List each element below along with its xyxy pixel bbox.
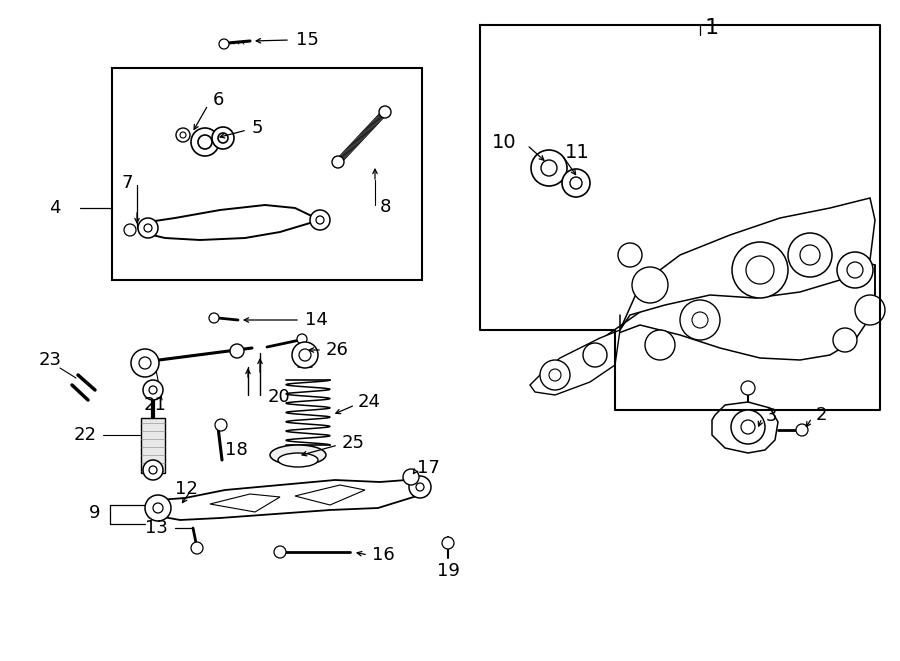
Circle shape [139, 357, 151, 369]
Circle shape [632, 267, 668, 303]
Circle shape [143, 380, 163, 400]
Text: 16: 16 [372, 546, 395, 564]
Circle shape [316, 216, 324, 224]
Polygon shape [530, 330, 620, 395]
Bar [112, 68, 422, 280]
Circle shape [144, 224, 152, 232]
Text: 24: 24 [358, 393, 381, 411]
Circle shape [138, 218, 158, 238]
Circle shape [732, 242, 788, 298]
Text: 5: 5 [252, 119, 264, 137]
Circle shape [310, 210, 330, 230]
Text: 12: 12 [175, 480, 197, 498]
Circle shape [583, 343, 607, 367]
Circle shape [562, 169, 590, 197]
Polygon shape [295, 485, 365, 505]
Circle shape [416, 483, 424, 491]
Circle shape [833, 328, 857, 352]
Text: 17: 17 [417, 459, 440, 477]
Circle shape [800, 245, 820, 265]
Bar [141, 418, 165, 473]
Text: 21: 21 [144, 396, 166, 414]
Circle shape [230, 344, 244, 358]
Circle shape [570, 177, 582, 189]
Text: 26: 26 [326, 341, 349, 359]
Text: 8: 8 [380, 198, 392, 216]
Circle shape [180, 132, 186, 138]
Ellipse shape [270, 445, 326, 465]
Circle shape [741, 381, 755, 395]
Circle shape [176, 128, 190, 142]
Text: 18: 18 [225, 441, 248, 459]
Circle shape [618, 243, 642, 267]
Circle shape [540, 360, 570, 390]
Text: 14: 14 [305, 311, 328, 329]
Circle shape [131, 349, 159, 377]
Circle shape [292, 342, 318, 368]
Circle shape [124, 224, 136, 236]
Text: 2: 2 [816, 406, 827, 424]
Text: 22: 22 [74, 426, 97, 444]
Circle shape [297, 334, 307, 344]
Circle shape [379, 106, 391, 118]
Circle shape [332, 156, 344, 168]
Text: 9: 9 [89, 504, 101, 522]
Circle shape [143, 460, 163, 480]
Text: 7: 7 [122, 174, 133, 192]
Circle shape [442, 537, 454, 549]
Circle shape [549, 369, 561, 381]
Circle shape [198, 135, 212, 149]
Circle shape [299, 349, 311, 361]
Circle shape [837, 252, 873, 288]
Circle shape [645, 330, 675, 360]
Circle shape [855, 295, 885, 325]
Text: 20: 20 [268, 388, 291, 406]
Circle shape [403, 469, 419, 485]
Ellipse shape [278, 453, 318, 467]
Text: 25: 25 [342, 434, 365, 452]
Circle shape [219, 39, 229, 49]
Circle shape [409, 476, 431, 498]
Text: 6: 6 [213, 91, 224, 109]
Circle shape [680, 300, 720, 340]
Circle shape [145, 495, 171, 521]
Text: 10: 10 [491, 134, 516, 153]
Circle shape [796, 424, 808, 436]
Circle shape [847, 262, 863, 278]
Circle shape [531, 150, 567, 186]
Circle shape [788, 233, 832, 277]
Polygon shape [540, 258, 875, 380]
Text: 13: 13 [145, 519, 168, 537]
Text: 4: 4 [50, 199, 61, 217]
Circle shape [731, 410, 765, 444]
Polygon shape [620, 198, 875, 330]
Circle shape [274, 546, 286, 558]
Text: 3: 3 [766, 407, 778, 425]
Circle shape [218, 133, 228, 143]
Text: 23: 23 [39, 351, 61, 369]
Circle shape [153, 503, 163, 513]
Circle shape [215, 419, 227, 431]
Text: 15: 15 [296, 31, 319, 49]
Circle shape [212, 127, 234, 149]
Circle shape [191, 542, 203, 554]
Circle shape [541, 160, 557, 176]
Circle shape [692, 312, 708, 328]
Polygon shape [210, 494, 280, 512]
Circle shape [209, 313, 219, 323]
Text: 19: 19 [436, 562, 459, 580]
Text: 1: 1 [705, 18, 719, 38]
Text: 11: 11 [565, 143, 590, 163]
Circle shape [746, 256, 774, 284]
Circle shape [191, 128, 219, 156]
Polygon shape [712, 402, 778, 453]
Circle shape [741, 420, 755, 434]
